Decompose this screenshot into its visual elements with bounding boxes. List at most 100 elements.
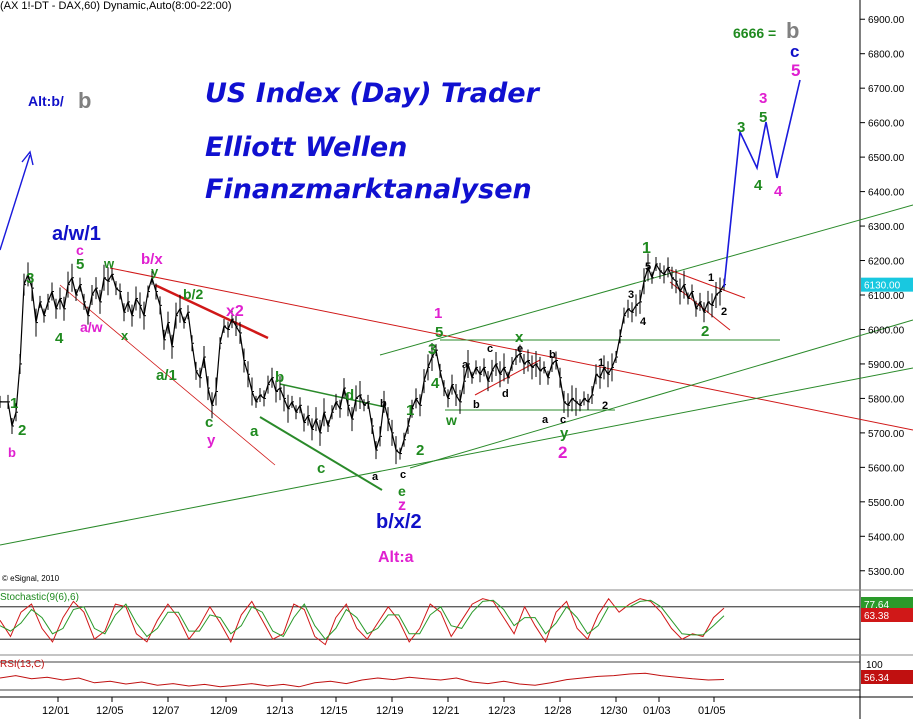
trendline-5 [409, 319, 913, 469]
wave-label: 1 [434, 305, 442, 322]
trendline-6 [259, 416, 383, 491]
stoch-d-value-tag-bg [861, 608, 913, 622]
y-tick-label: 5800.00 [868, 394, 905, 405]
wave-label: y [560, 425, 569, 442]
wave-label: c [487, 343, 493, 355]
y-tick-label: 6600.00 [868, 119, 905, 130]
wave-label: b [473, 399, 480, 411]
wave-label: 3 [759, 90, 767, 107]
date-axis: 12/01 12/05 12/07 12/09 12/13 12/15 12/19 12/21… [42, 697, 726, 717]
projection-path [0, 79, 801, 288]
wave-label: x [121, 328, 129, 343]
rsi-value-tag: 56.34 [864, 673, 889, 684]
x-tick-label: 12/13 [266, 705, 294, 717]
wave-label: 4 [431, 375, 440, 392]
price-line [0, 262, 725, 455]
wave-label: a/w/1 [52, 223, 101, 245]
wave-label: b [380, 398, 387, 410]
y-tick-label: 6000.00 [868, 325, 905, 336]
brand-subtitle-2: Finanzmarktanalysen [205, 174, 532, 205]
wave-label: 4 [640, 316, 647, 328]
wave-label: b [786, 18, 799, 43]
wave-label: 2 [18, 422, 26, 439]
last-price-tag-bg [861, 277, 913, 292]
y-tick-label: 6500.00 [868, 153, 905, 164]
wave-label: y [151, 264, 159, 279]
last-price-tag: 6130.00 [864, 281, 901, 292]
wave-label: w [103, 256, 115, 271]
wave-label: 5 [645, 261, 651, 273]
y-tick-label: 6100.00 [868, 291, 905, 302]
wave-label: 3 [428, 341, 436, 358]
brand-title: US Index (Day) Trader [205, 78, 539, 109]
y-tick-label: 5900.00 [868, 360, 905, 371]
trendline-0 [109, 267, 913, 431]
wave-label: e [517, 343, 523, 355]
brand-subtitle-1: Elliott Wellen [205, 132, 408, 163]
stoch-d-value-tag: 63.38 [864, 611, 889, 622]
wave-label: w [445, 412, 457, 428]
alt-projection-line [0, 154, 31, 251]
wave-label: b/x [141, 251, 163, 268]
wave-label: a [542, 414, 549, 426]
wave-label: 1 [10, 395, 18, 412]
trendline-4 [379, 204, 913, 356]
y-tick-label: 5600.00 [868, 463, 905, 474]
wave-label: 6666 = [733, 25, 776, 41]
wave-label: c [76, 242, 84, 258]
rsi-100-label: 100 [866, 660, 883, 671]
wave-label: 3 [628, 289, 634, 301]
wave-label: a [250, 423, 259, 440]
wave-label: c [790, 42, 799, 61]
wave-label: b [275, 369, 284, 386]
stochastic-title: Stochastic(9(6),6) [0, 592, 79, 603]
wave-label: b [8, 445, 16, 460]
wave-label: 3 [26, 270, 34, 287]
wave-label: d [502, 388, 509, 400]
wave-label: e [398, 483, 406, 499]
wave-label: Alt:a [378, 549, 414, 566]
trendline-1 [154, 283, 269, 340]
x-tick-label: 12/09 [210, 705, 238, 717]
stoch-k-value-tag: 77.64 [864, 600, 889, 611]
price-axis: 5300.00 5400.00 5500.00 5600.00 5700.00 5800.… [860, 15, 905, 578]
wave-label: a/1 [156, 367, 177, 384]
projection-line [723, 79, 801, 288]
x-tick-label: 12/05 [96, 705, 124, 717]
y-tick-label: 6800.00 [868, 50, 905, 61]
wave-label: 2 [602, 400, 608, 412]
wave-label: 4 [754, 177, 763, 194]
y-tick-label: 5400.00 [868, 532, 905, 543]
wave-label: 2 [416, 442, 424, 459]
wave-label: 2 [721, 306, 727, 318]
stoch-k-line [0, 597, 725, 646]
y-tick-label: 6300.00 [868, 222, 905, 233]
wave-label: a [372, 471, 379, 483]
wave-label: z [398, 497, 406, 514]
wave-label: 2 [701, 323, 709, 340]
price-series [0, 253, 726, 465]
wave-label: b [78, 88, 91, 113]
x-tick-label: 01/05 [698, 705, 726, 717]
rsi-value-tag-bg [861, 670, 913, 684]
wave-label: b/2 [183, 286, 203, 302]
stoch-d-line [0, 599, 725, 640]
wave-label: 4 [774, 183, 783, 200]
wave-label: 3 [737, 119, 745, 136]
wave-label: 1 [642, 240, 651, 257]
wave-label: a/w [80, 319, 103, 335]
chart-title: (AX 1!-DT - DAX,60) Dynamic,Auto(8:00-22… [0, 0, 232, 12]
x-tick-label: 12/28 [544, 705, 572, 717]
rsi-panel [0, 661, 860, 691]
wave-label: x [515, 329, 524, 346]
x-tick-label: 12/21 [432, 705, 460, 717]
y-tick-label: 5300.00 [868, 567, 905, 578]
x-tick-label: 12/23 [488, 705, 516, 717]
wave-label: b/x/2 [376, 511, 422, 533]
x-tick-label: 12/07 [152, 705, 180, 717]
wave-label: 4 [55, 330, 64, 347]
x-tick-label: 12/01 [42, 705, 70, 717]
